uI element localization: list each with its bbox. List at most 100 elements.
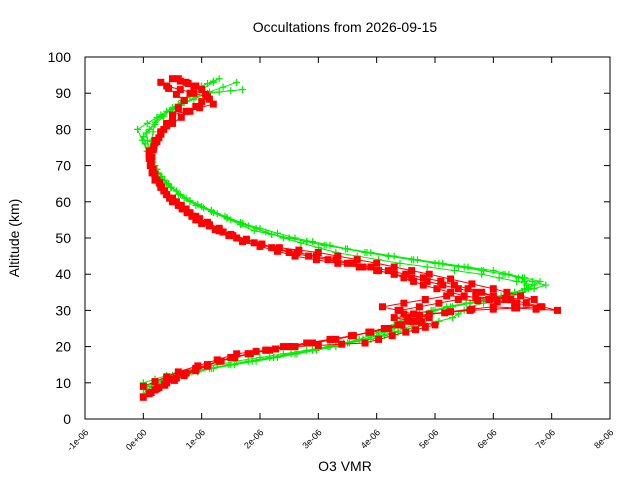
series-1-point [305, 252, 313, 260]
series-1-point [180, 372, 188, 380]
series-1-point [183, 209, 191, 217]
series-1-point [384, 267, 392, 275]
series-0-point [501, 270, 509, 278]
series-0-point [423, 263, 431, 271]
series-1-point [291, 252, 299, 260]
y-tick-label: 60 [55, 194, 71, 210]
series-1-point [485, 296, 493, 303]
series-1-point [410, 310, 418, 318]
series-0-point [279, 350, 287, 358]
series-1-point [190, 89, 198, 97]
series-1-point [174, 201, 182, 209]
series-1-point [450, 281, 458, 289]
series-0-point [279, 234, 287, 242]
series-1-point [408, 274, 416, 282]
series-0-point [390, 252, 398, 260]
series-1-point [367, 328, 375, 336]
series-1-point [190, 82, 198, 90]
series-0-point [227, 87, 235, 95]
series-1-point [419, 281, 427, 289]
series-1-point [233, 350, 241, 358]
series-1-point [139, 393, 147, 401]
series-0-point [454, 263, 462, 271]
series-1-point [211, 226, 219, 234]
series-1-point [186, 89, 194, 97]
series-0-point [524, 285, 532, 293]
series-1-point [157, 78, 165, 86]
series-1-point [219, 228, 227, 236]
series-1-point [196, 104, 204, 112]
plot-frame [84, 56, 611, 420]
series-1-point [145, 390, 153, 398]
series-1-point [443, 292, 451, 300]
series-0-point [268, 230, 276, 238]
series-1-point [209, 100, 217, 108]
series-1-profile-line [143, 85, 541, 387]
series-1-point [415, 311, 423, 319]
series-1-point [398, 321, 406, 329]
series-0-point [190, 95, 198, 103]
series-1-point [380, 325, 388, 332]
series-1-point [425, 314, 433, 322]
series-1-point [390, 270, 398, 278]
series-1-point [493, 298, 501, 306]
series-1-point [474, 297, 482, 305]
plot-data-layer [134, 75, 561, 401]
series-0-point [384, 252, 392, 260]
series-1-point [204, 93, 211, 101]
y-tick-label: 70 [55, 158, 71, 174]
series-0-point [239, 86, 246, 94]
series-0-point [291, 350, 299, 358]
series-1-point [441, 309, 449, 317]
series-1-point [163, 119, 171, 127]
series-1 [139, 75, 561, 401]
series-0-point [322, 241, 330, 249]
series-1-point [532, 305, 540, 313]
series-0-point [168, 183, 176, 191]
series-1-point [472, 288, 480, 296]
series-1-point [447, 275, 455, 283]
series-1-point [285, 249, 293, 256]
series-0-point [149, 128, 157, 136]
series-1-point [489, 292, 497, 300]
series-1-point [355, 263, 363, 271]
series-1-point [390, 263, 398, 271]
series-0-point [151, 118, 159, 126]
series-1-point [275, 244, 283, 252]
series-1-point [408, 267, 416, 275]
series-1-point [412, 326, 420, 334]
series-0-point [345, 339, 353, 347]
series-1-point [410, 277, 418, 285]
series-1-point [291, 343, 299, 351]
series-1-point [314, 341, 322, 349]
series-1-point [239, 238, 246, 246]
y-axis-label: Altitude (km) [6, 199, 22, 278]
series-1-point [180, 96, 188, 104]
series-1-point [344, 259, 351, 267]
series-1-point [431, 321, 439, 329]
y-tick-label: 100 [48, 49, 72, 65]
series-1-point [503, 288, 511, 296]
series-0-point [478, 267, 486, 275]
series-1-point [194, 362, 202, 370]
series-1-point [205, 222, 213, 230]
series-1-point [186, 107, 194, 115]
series-1-point [182, 107, 190, 115]
series-1-point [384, 325, 392, 332]
series-1-point [147, 158, 155, 166]
series-1-point [507, 296, 515, 303]
series-1-point [334, 252, 342, 260]
series-0-point [223, 215, 231, 223]
series-0-point [237, 221, 245, 229]
series-1-point [250, 239, 258, 247]
series-1-point [252, 347, 260, 355]
series-1-point [196, 215, 204, 223]
series-1-point [213, 356, 221, 364]
series-1-point [349, 259, 357, 267]
series-0-point [530, 285, 538, 293]
series-1-point [177, 113, 185, 121]
series-0-point [159, 112, 167, 120]
series-1-point [425, 270, 433, 278]
